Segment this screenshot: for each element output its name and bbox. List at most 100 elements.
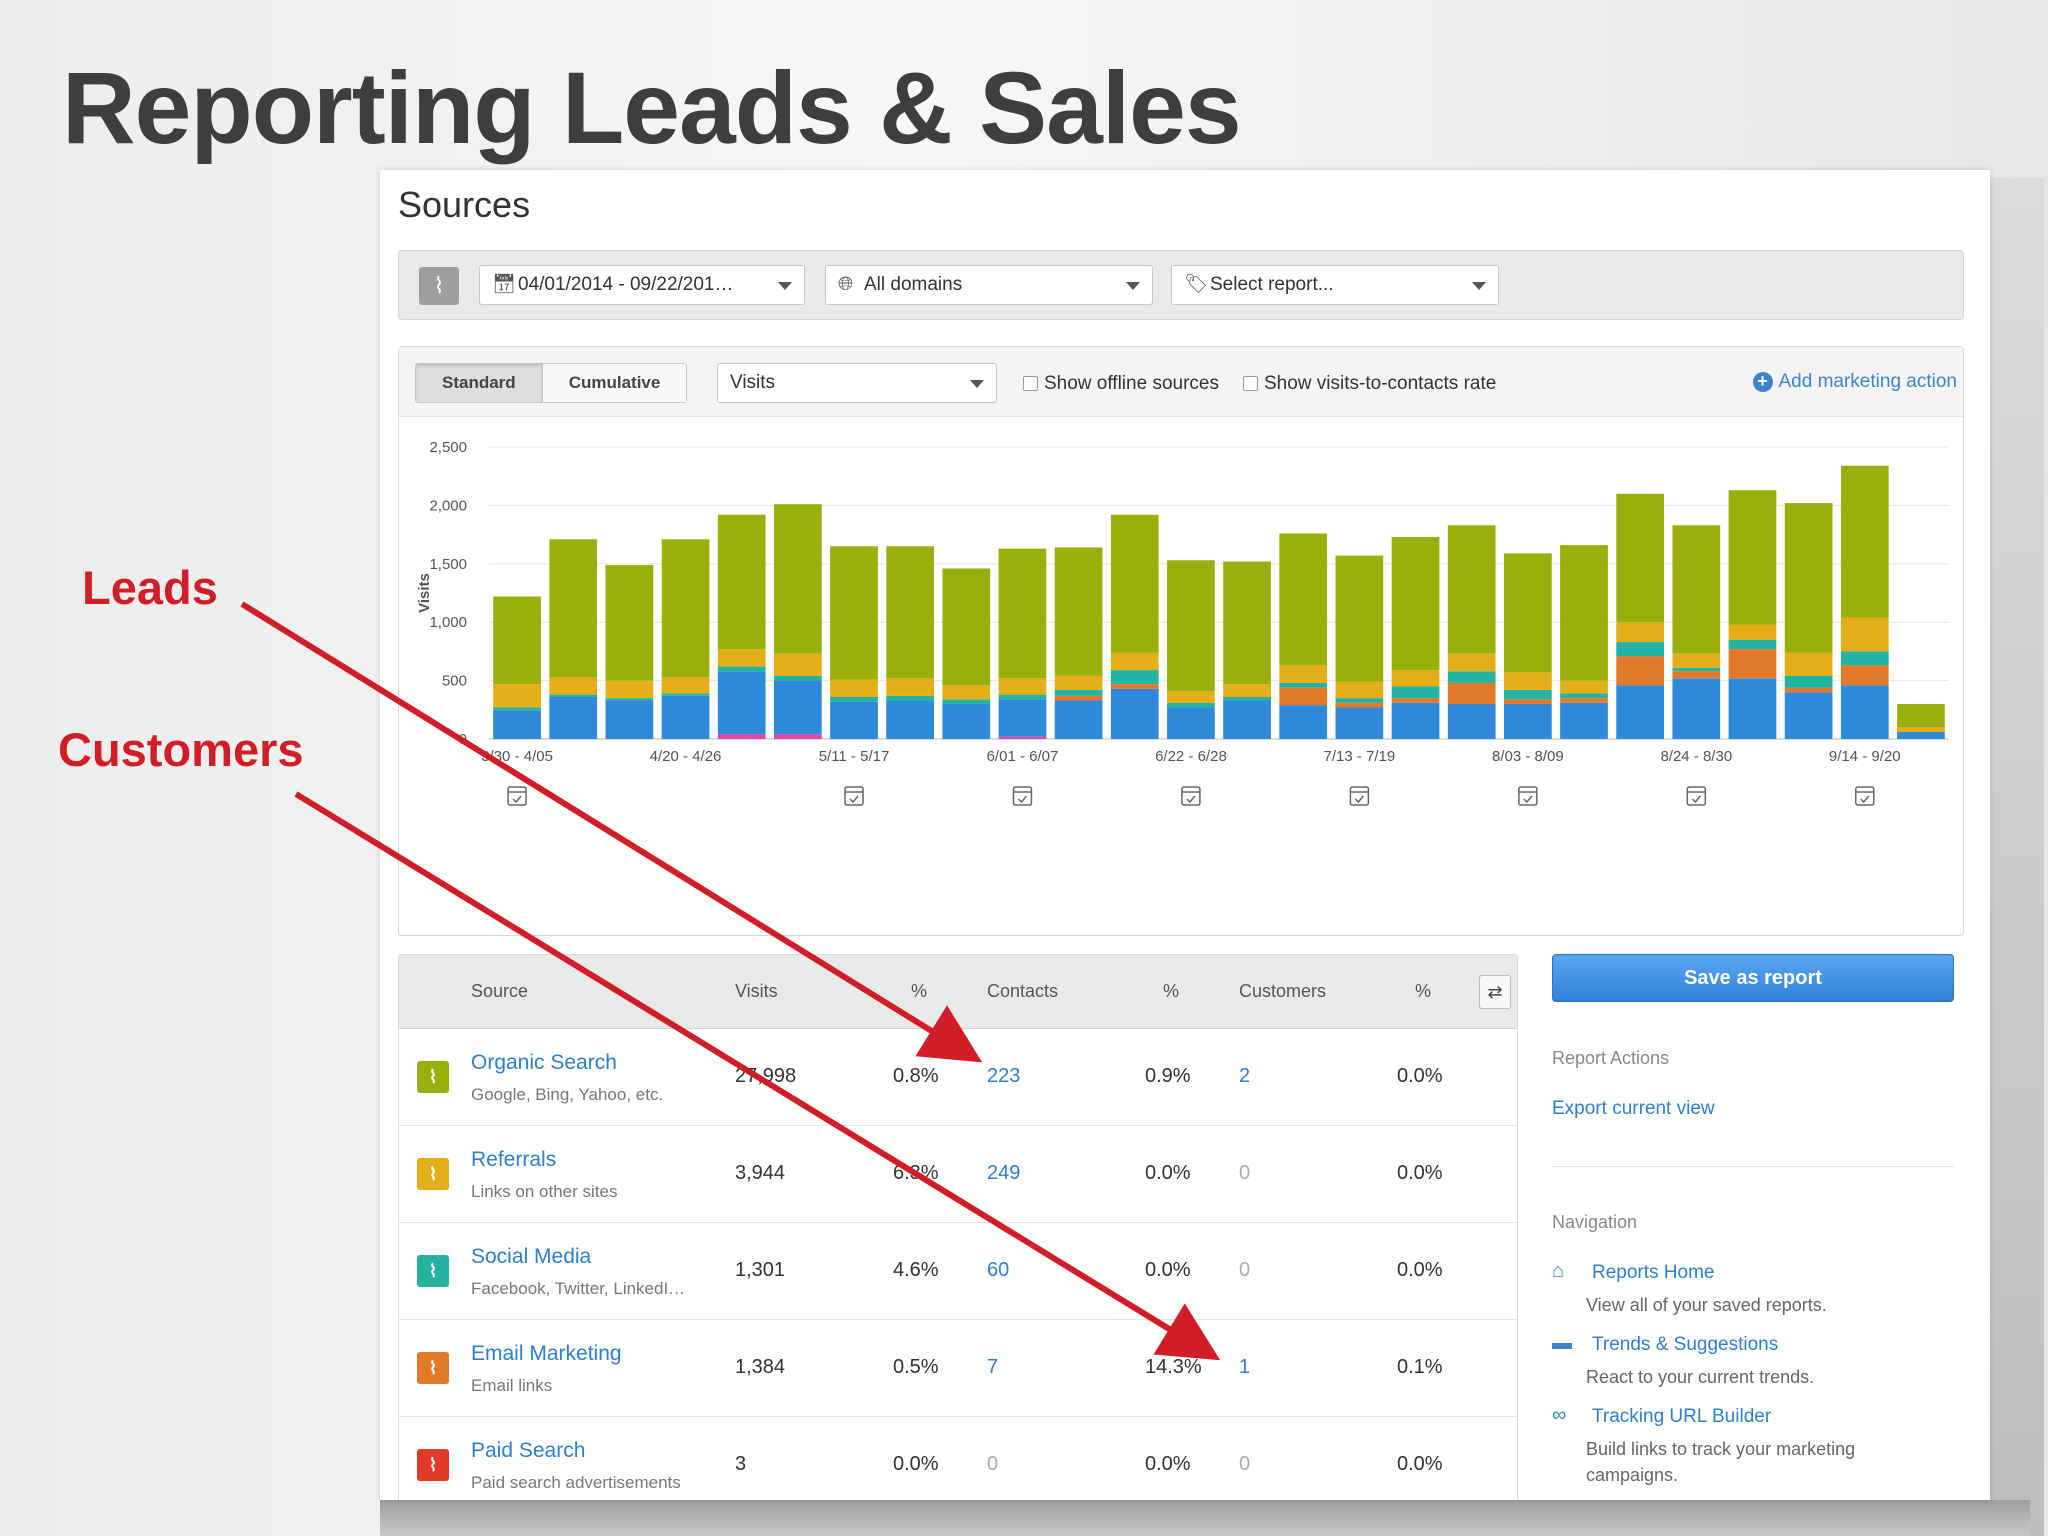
globe-icon: 🌐︎ [838,274,854,295]
show-offline-label: Show offline sources [1044,373,1219,394]
header-visits[interactable]: Visits [735,981,778,1001]
trends-suggestions-link[interactable]: Trends & Suggestions [1592,1334,1779,1355]
bar-segment [493,710,541,739]
bar-segment [1503,553,1552,673]
bar-segment [1447,525,1496,654]
metric-dropdown[interactable]: Visits [717,363,997,403]
bar-segment [549,677,598,695]
bar-segment [1728,678,1777,739]
tracking-url-builder-link[interactable]: Tracking URL Builder [1592,1406,1772,1427]
cell-visits: 3,944 [735,1162,786,1184]
pulse-icon[interactable]: ⌇ [419,267,459,305]
source-name-link[interactable]: Organic Search [471,1051,617,1074]
export-current-view-link[interactable]: Export current view [1552,1098,1715,1119]
tracking-url-builder-desc: Build links to track your marketing camp… [1586,1439,1856,1485]
bar-segment [717,671,766,735]
bar-segment [773,734,822,739]
slide-title: Reporting Leads & Sales [62,51,1242,165]
bar-segment [1560,545,1608,681]
bar-segment [1110,670,1159,685]
report-dropdown[interactable]: 🏷︎Select report... [1171,265,1499,305]
header-customers-pct[interactable]: % [1415,981,1432,1001]
pulse-icon: ⌇ [417,1255,449,1287]
bar-segment [1335,702,1384,708]
show-offline-checkbox[interactable]: Show offline sources [1023,373,1219,395]
bar-segment [661,677,710,694]
cell-contacts[interactable]: 249 [987,1162,1021,1184]
x-tick-label: 5/11 - 5/17 [819,748,890,765]
cell-visits-pct: 0.5% [893,1356,939,1378]
bar-segment [1391,702,1440,739]
bar-segment [942,699,991,704]
header-contacts-pct[interactable]: % [1163,981,1180,1001]
show-rate-checkbox[interactable]: Show visits-to-contacts rate [1243,373,1496,395]
bar-segment [773,504,822,654]
source-name-link[interactable]: Email Marketing [471,1342,622,1365]
add-marketing-action-link[interactable]: + Add marketing action [1752,371,1957,393]
bar-segment [549,696,598,739]
calendar-marker-check [1354,795,1364,804]
header-visits-pct[interactable]: % [911,981,928,1001]
cell-customers-pct: 0.0% [1397,1259,1443,1281]
pulse-icon: ⌇ [417,1061,449,1093]
checkbox-box[interactable] [1243,376,1258,391]
x-tick-label: 6/01 - 6/07 [987,748,1059,765]
standard-mode-button[interactable]: Standard [416,364,543,402]
header-contacts[interactable]: Contacts [987,981,1059,1001]
cumulative-mode-button[interactable]: Cumulative [542,364,687,402]
link-icon: ∞ [1552,1404,1567,1426]
bar-segment [549,694,598,697]
cell-contacts-pct: 0.9% [1145,1065,1191,1087]
report-value: Select report... [1210,274,1334,295]
reports-home-link[interactable]: Reports Home [1592,1262,1715,1283]
cell-contacts-pct: 0.0% [1145,1259,1191,1281]
bar-segment [1560,693,1608,699]
sources-screenshot: Sources ⌇ 📅︎04/01/2014 - 09/22/201… 🌐︎ Al… [380,170,1990,1500]
bar-segment [717,666,766,672]
cell-contacts[interactable]: 7 [987,1356,999,1378]
calendar-marker-icon [1518,786,1538,806]
header-customers[interactable]: Customers [1239,981,1327,1001]
x-tick-label: 3/30 - 4/05 [481,748,553,765]
bar-segment [1672,667,1721,672]
bar-segment [1672,653,1721,668]
bar-segment [1110,514,1159,653]
bar-segment [998,548,1047,679]
date-range-dropdown[interactable]: 📅︎04/01/2014 - 09/22/201… [479,265,805,305]
cell-customers[interactable]: 1 [1239,1356,1251,1378]
bar-segment [1672,671,1721,679]
cell-contacts[interactable]: 60 [987,1259,1010,1281]
cell-customers: 0 [1239,1453,1251,1475]
bar-segment [1279,533,1328,666]
cell-customers[interactable]: 2 [1239,1065,1251,1087]
swap-columns-icon[interactable]: ⇄ [1479,975,1511,1009]
bar-segment [1447,682,1496,704]
calendar-icon: 📅︎ [492,274,517,295]
bar-segment [1054,700,1103,739]
cell-customers: 0 [1239,1162,1251,1184]
bar-segment [998,736,1047,739]
checkbox-box[interactable] [1023,376,1038,391]
cell-contacts[interactable]: 223 [987,1065,1021,1087]
bar-segment [1447,703,1496,739]
bar-segment [998,678,1047,695]
calendar-marker-icon [1855,786,1875,806]
bar-segment [1335,681,1384,699]
source-name-link[interactable]: Social Media [471,1245,592,1268]
bar-segment [1054,675,1103,690]
domains-dropdown[interactable]: 🌐︎ All domains [825,265,1153,305]
bar-segment [1784,503,1833,653]
bar-segment [1784,687,1833,693]
bar-segment [605,680,654,699]
save-as-report-button[interactable]: Save as report [1552,954,1954,1002]
header-source[interactable]: Source [471,981,529,1001]
x-tick-label: 8/03 - 8/09 [1492,748,1564,765]
home-icon: ⌂ [1552,1260,1565,1282]
source-name-link[interactable]: Paid Search [471,1439,586,1462]
bar-segment [773,653,822,676]
bar-segment [1391,686,1440,699]
screenshot-bottom-shade [380,1500,2030,1536]
bar-segment [1391,536,1440,671]
bar-segment [1616,622,1665,643]
source-name-link[interactable]: Referrals [471,1148,557,1171]
